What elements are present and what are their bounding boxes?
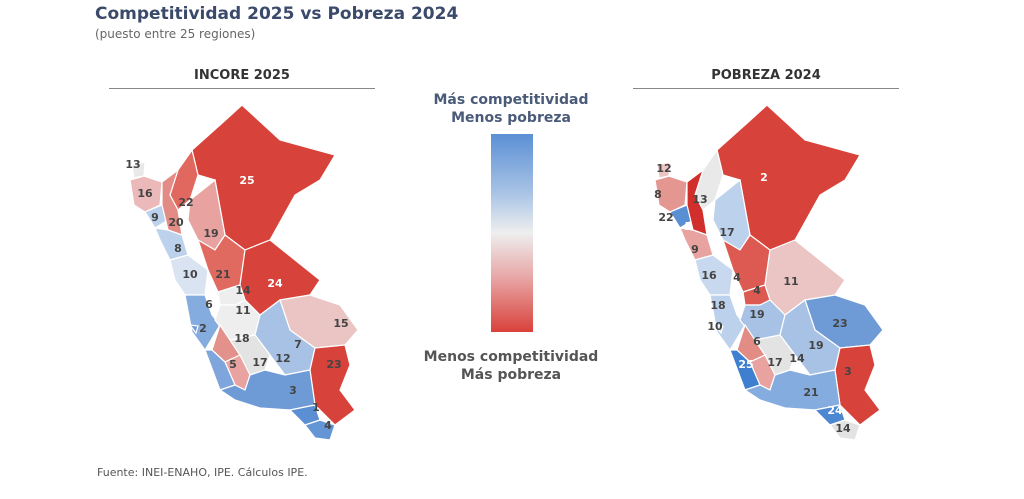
pobreza-map: 2 12 8 13 22 1 17 916 4 11 4 18 10 19 23 6 19 17 14 25 3 21 24…	[654, 104, 884, 441]
legend-bottom-line1: Menos competitividad	[423, 349, 599, 365]
region-rank-label: 24	[267, 277, 283, 290]
region-rank-label: 19	[203, 227, 218, 240]
legend-bottom-line2: Más pobreza	[460, 367, 562, 383]
region-rank-label: 14	[235, 284, 251, 297]
region-rank-label: 13	[692, 193, 707, 206]
chart-title: Competitividad 2025 vs Pobreza 2024	[95, 4, 459, 24]
region-cajamarca	[686, 168, 708, 236]
region-rank-label: 14	[835, 422, 851, 435]
region-rank-label: 9	[691, 243, 699, 256]
legend-top-line1: Más competitividad	[433, 92, 589, 108]
region-rank-label: 25	[239, 174, 254, 187]
legend-top-line2: Menos pobreza	[451, 110, 571, 126]
region-rank-label: 4	[753, 284, 761, 297]
pobreza-title-rule	[633, 88, 899, 89]
incore-map-title: INCORE 2025	[194, 68, 290, 83]
region-rank-label: 22	[178, 196, 193, 209]
region-rank-label: 25	[738, 358, 753, 371]
region-rank-label: 9	[151, 211, 159, 224]
region-ica	[204, 349, 236, 391]
region-rank-label: 8	[654, 188, 662, 201]
region-rank-label: 23	[832, 317, 847, 330]
region-rank-label: 3	[289, 384, 297, 397]
region-rank-label: 3	[844, 365, 852, 378]
region-rank-label: 16	[701, 269, 717, 282]
incore-map: 25 13 16 9 22 20 19 8 21 10 24 14 6 11 2 15 18 7 12 17 5 23 3 1…	[125, 104, 359, 441]
region-piura	[654, 175, 688, 213]
region-rank-label: 19	[808, 339, 823, 352]
region-rank-label: 22	[658, 211, 673, 224]
region-arequipa	[743, 369, 841, 411]
region-rank-label: 20	[168, 216, 184, 229]
region-rank-label: 13	[125, 158, 140, 171]
region-callao	[188, 324, 199, 335]
region-la-libertad	[154, 227, 189, 261]
region-rank-label: 5	[229, 358, 237, 371]
pobreza-map-title: POBREZA 2024	[711, 68, 821, 83]
region-rank-label: 12	[275, 352, 290, 365]
region-rank-label: 6	[753, 335, 761, 348]
region-rank-label: 18	[234, 332, 249, 345]
region-tacna	[304, 419, 336, 441]
region-rank-label: 17	[252, 356, 267, 369]
region-rank-label: 17	[719, 226, 734, 239]
region-rank-label: 15	[333, 317, 348, 330]
region-rank-label: 12	[656, 162, 671, 175]
region-piura	[129, 175, 163, 213]
region-tacna	[829, 419, 861, 441]
region-rank-label: 10	[182, 268, 198, 281]
region-rank-label: 2	[199, 322, 207, 335]
region-rank-label: 14	[789, 352, 805, 365]
region-arequipa	[218, 369, 316, 411]
region-rank-label: 24	[827, 404, 843, 417]
region-cajamarca	[161, 168, 183, 236]
region-rank-label: 2	[760, 171, 768, 184]
legend-color-bar	[491, 134, 533, 332]
region-rank-label: 6	[205, 298, 213, 311]
region-rank-label: 21	[215, 268, 230, 281]
region-rank-label: 10	[707, 320, 723, 333]
region-rank-label: 23	[326, 358, 341, 371]
region-rank-label: 4	[733, 271, 741, 284]
region-rank-label: 1	[312, 401, 320, 414]
region-rank-label: 4	[324, 419, 332, 432]
incore-title-rule	[109, 88, 375, 89]
chart-subtitle: (puesto entre 25 regiones)	[95, 27, 256, 41]
region-rank-label: 17	[767, 356, 782, 369]
region-rank-label: 8	[174, 242, 182, 255]
region-rank-label: 11	[235, 304, 250, 317]
region-rank-label: 7	[294, 338, 302, 351]
region-rank-label: 16	[137, 187, 153, 200]
region-rank-label: 19	[749, 308, 764, 321]
source-note: Fuente: INEI-ENAHO, IPE. Cálculos IPE.	[97, 466, 308, 479]
legend-top-text: Más competitividad Menos pobreza	[411, 91, 611, 127]
region-rank-label: 1	[684, 220, 692, 233]
region-rank-label: 21	[803, 386, 818, 399]
region-rank-label: 11	[783, 275, 798, 288]
region-callao	[713, 324, 724, 335]
region-rank-label: 18	[710, 299, 725, 312]
legend-bottom-text: Menos competitividad Más pobreza	[411, 348, 611, 384]
region-ica	[729, 349, 761, 391]
